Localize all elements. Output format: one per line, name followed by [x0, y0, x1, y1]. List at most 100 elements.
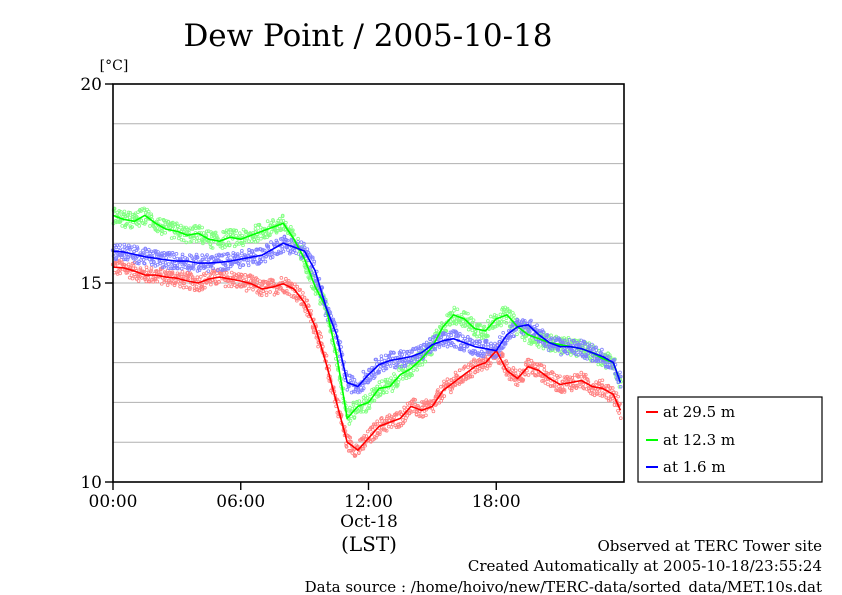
series-sample [378, 392, 382, 397]
series-sample [172, 235, 177, 240]
series-sample [364, 408, 369, 413]
series-sample [255, 280, 260, 285]
series-sample [568, 375, 573, 380]
series-sample [198, 266, 203, 270]
series-sample [308, 278, 312, 282]
legend-label-1-6m: at 1.6 m [663, 458, 726, 476]
series-sample [156, 217, 160, 222]
series-sample [121, 212, 126, 217]
series-sample [463, 337, 467, 341]
series-sample [229, 284, 234, 289]
series-sample [257, 223, 261, 227]
series-sample [529, 318, 533, 323]
series-sample [280, 214, 285, 219]
series-sample [614, 391, 619, 395]
series-sample [438, 342, 442, 347]
series-sample [141, 257, 146, 262]
series-sample [229, 270, 234, 275]
series-sample [508, 336, 512, 340]
series-sample [160, 229, 165, 233]
series-sample [302, 241, 306, 246]
series-sample [136, 261, 141, 266]
series-sample [542, 367, 547, 372]
series-sample [371, 428, 375, 432]
series-sample [292, 294, 296, 298]
series-sample [125, 221, 129, 226]
series-sample [295, 298, 299, 303]
series-sample [569, 388, 574, 393]
series-sample [179, 223, 183, 228]
series-sample [561, 379, 565, 384]
series-sample [404, 376, 409, 381]
series-sample [221, 241, 226, 246]
series-sample [274, 230, 279, 235]
series-sample [122, 209, 127, 214]
series-sample [503, 340, 508, 345]
series-sample [574, 348, 579, 353]
series-sample [118, 243, 122, 247]
series-sample [197, 277, 202, 282]
series-sample [197, 224, 202, 228]
series-sample [583, 345, 587, 349]
series-sample [545, 332, 550, 337]
series-sample [255, 239, 260, 243]
series-sample [124, 246, 129, 251]
series-sample [607, 355, 611, 359]
series-sample [584, 387, 589, 391]
series-sample [217, 280, 221, 284]
series-sample [507, 367, 511, 371]
series-sample [562, 388, 567, 392]
series-sample [500, 354, 505, 358]
series-sample [114, 257, 119, 261]
series-sample [606, 384, 610, 389]
series-sample [284, 220, 288, 225]
series-sample [324, 353, 329, 358]
series-sample [501, 352, 505, 357]
series-sample [181, 238, 186, 243]
series-sample [475, 334, 479, 339]
series-sample [193, 278, 198, 282]
series-sample [286, 279, 291, 283]
series-sample [192, 236, 196, 240]
series-sample [234, 233, 238, 238]
series-sample [398, 352, 402, 357]
series-sample [166, 262, 171, 266]
series-sample [146, 209, 151, 214]
series-sample [281, 249, 286, 254]
series-sample [415, 367, 419, 372]
series-sample [378, 430, 382, 435]
series-sample [461, 379, 465, 384]
series-sample [420, 415, 425, 419]
series-sample [154, 277, 158, 281]
series-sample [183, 262, 188, 266]
series-sample [396, 383, 400, 387]
series-sample [139, 218, 144, 223]
series-sample [182, 281, 187, 286]
series-sample [511, 317, 515, 321]
series-sample [157, 254, 161, 258]
series-sample [147, 279, 152, 284]
series-sample [263, 259, 268, 264]
series-sample [199, 274, 203, 279]
series-sample [180, 274, 184, 279]
series-sample [255, 234, 260, 239]
series-sample [351, 400, 356, 405]
series-sample [164, 256, 168, 260]
series-sample [161, 260, 165, 265]
series-sample [543, 377, 548, 381]
series-sample [461, 334, 465, 339]
series-sample [126, 262, 131, 267]
series-sample [127, 215, 132, 220]
series-sample [592, 354, 596, 359]
series-sample [134, 277, 139, 281]
series-sample [368, 377, 373, 382]
series-sample [453, 370, 458, 375]
series-sample [189, 239, 194, 243]
series-sample [439, 335, 444, 339]
series-sample [500, 336, 505, 340]
series-sample [261, 289, 266, 293]
series-sample [466, 335, 470, 339]
series-sample [345, 388, 350, 392]
series-sample [338, 359, 342, 364]
series-sample [213, 230, 218, 235]
